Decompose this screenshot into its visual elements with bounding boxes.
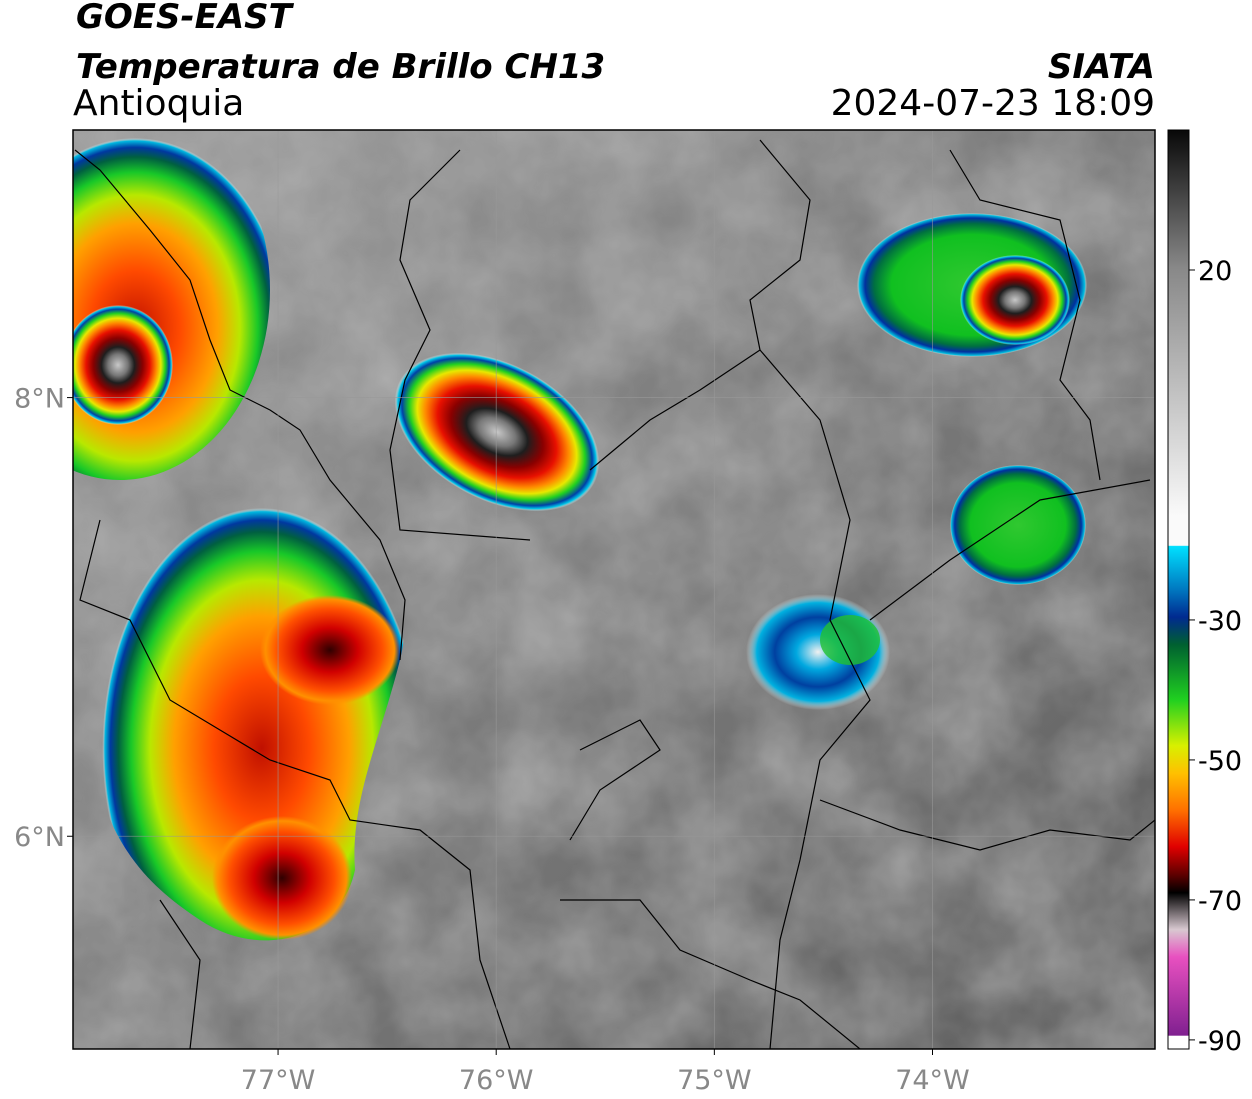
lon-tick-label: 74°W [895,1065,970,1096]
map-frame [72,129,1156,1050]
map-panel [73,130,1155,1049]
colorbar-tick-label: -90 [1198,1026,1242,1057]
colorbar-tick-label: -30 [1198,606,1242,637]
lon-tick-label: 77°W [241,1065,316,1096]
colorbar [1167,129,1190,1050]
colorbar-tick-label: 20 [1198,256,1232,287]
storm-cell [73,305,173,425]
lat-tick-label: 8°N [14,384,65,415]
storm-core [260,595,400,705]
lon-tick-label: 76°W [459,1065,534,1096]
lon-tick-label: 75°W [677,1065,752,1096]
title: GOES-EAST [76,0,295,37]
storm-cell [820,615,880,665]
lat-tick-label: 6°N [14,822,65,853]
storm-cell [394,352,600,512]
storm-cell [950,465,1086,585]
source: SIATA [1048,47,1155,87]
colorbar-tick-label: -50 [1198,746,1242,777]
storm-core [960,255,1070,345]
storm-core [212,816,352,940]
storm-cell [86,460,405,941]
borders [74,139,1155,1049]
colorbar-tick-label: -70 [1198,886,1242,917]
subtitle: Temperatura de Brillo CH13 [76,47,605,87]
datetime: 2024-07-23 18:09 [831,83,1155,124]
region: Antioquia [73,83,244,124]
